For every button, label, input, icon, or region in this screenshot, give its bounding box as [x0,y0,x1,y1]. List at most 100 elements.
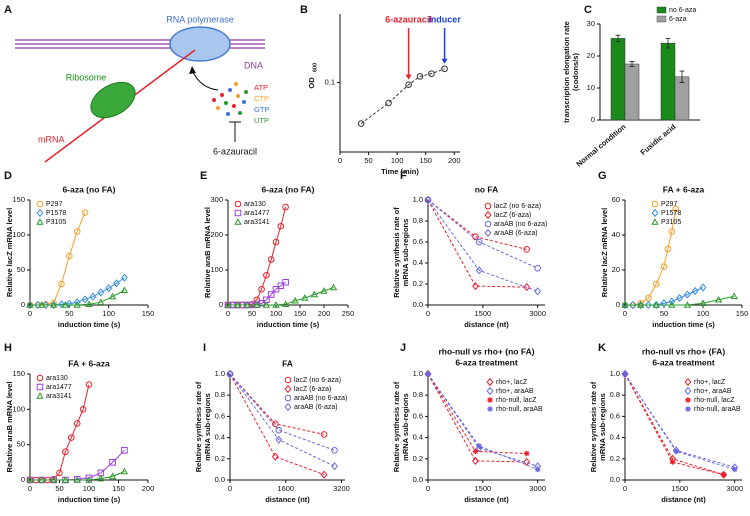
marker [645,294,652,302]
marker [271,452,279,461]
legend-label: rho-null, araAB [496,406,543,413]
panel-7: I 0.0 0.2 0.4 0.6 0.8 1.0 0 1600 3200 FA distance (… [194,342,350,504]
error-bar [629,61,635,67]
panel-letter: G [598,170,607,182]
marker [282,203,289,211]
panel-letter: B [300,4,308,16]
legend-label: P297 [661,201,677,208]
marker [664,245,672,253]
y-tick-label: 150 [12,195,25,204]
marker [660,263,668,270]
x-tick-label: 0 [28,309,32,318]
x-tick-label: 3200 [333,484,350,493]
marker [621,301,629,308]
legend-label: 6-aza [669,16,687,23]
marker [253,301,261,308]
x-tick-label: 200 [448,156,461,165]
marker [272,301,280,308]
y-tick-label: 0.0 [413,300,423,309]
error-bar [679,70,685,83]
polymerase-label: RNA polymerase [166,14,234,24]
y-tick-label: 1.0 [215,369,225,378]
mrna-label: mRNA [38,134,65,144]
marker [81,209,89,216]
x-tick-label: 50 [248,309,256,318]
marker [42,300,50,310]
x-tick-label: 150 [142,309,155,318]
panel-5: G 0 20 40 60 0 50 100 150 FA + 6-aza induction tim… [598,170,748,329]
marker [262,301,271,308]
ribosome [90,81,136,119]
marker [636,301,645,308]
marker [275,426,283,434]
marker [331,447,338,454]
marker [224,301,232,308]
y-tick-label: 0.4 [610,433,620,442]
marker [475,266,483,275]
legend-marker [484,210,492,220]
series-line [30,289,125,306]
legend-marker [484,220,492,228]
arrowhead [189,66,196,74]
y-tick-label: 100 [210,265,223,274]
y-tick-label: 1.0 [610,369,620,378]
y-axis-label: Relative synthesis rate of [392,381,401,472]
bar [624,63,640,121]
x-tick-label: 150 [294,309,307,318]
bar [660,42,676,121]
marker [699,283,707,292]
y-tick-label: 0 [591,115,595,124]
marker [282,278,289,286]
x-tick-label: 1500 [475,484,492,493]
marker [108,292,117,300]
marker [50,299,57,307]
marker [113,279,120,288]
legend-marker [36,374,44,382]
y-tick-label: 0.2 [413,454,423,463]
panel-9: K 0.0 0.2 0.4 0.6 0.8 1.0 0 1500 3000 rho-null vs … [589,342,743,504]
y-axis-label: Relative synthesis rate of [589,381,598,472]
marker [476,443,482,449]
marker [243,301,251,308]
chart-title: FA + 6-aza [68,358,110,368]
marker [441,65,448,73]
y-tick-label: 0.8 [610,390,620,399]
legend-swatch [656,15,667,23]
nucleotide-labels: ATP CTP GTP UTP [254,83,269,125]
marker [73,476,81,483]
legend-marker [487,406,493,412]
series-line [624,373,724,476]
y-axis-label: Relative araB mRNA level [203,207,212,298]
marker [676,293,684,303]
marker [85,300,93,308]
y-tick-label: 50 [17,440,25,449]
panel-letter: K [598,342,606,354]
marker [58,280,65,288]
nucleotide-label: ATP [254,83,268,92]
y-axis-label: mRNA sub-regions [598,393,607,461]
marker [714,295,723,303]
y-axis-label: Relative synthesis rate of [392,207,401,298]
series-line [625,295,735,306]
chart-title: rho-null vs rho+ (FA) [642,346,726,356]
y-tick-label: 0.6 [413,237,423,246]
marker [720,471,727,478]
marker [534,466,541,473]
x-tick-label: 200 [318,309,331,318]
legend-label: rho+, lacZ [694,379,726,386]
x-tick-label: 3000 [726,484,743,493]
x-tick-label: 0 [28,484,32,493]
panel-letter: F [400,170,407,182]
y-axis-label: transcription elongation rate [562,21,571,123]
y-tick-label: 1.0 [413,369,423,378]
legend-label: araAB (no 6-aza) [494,221,547,228]
marker [652,301,660,308]
x-tick-label: 0 [426,484,430,493]
x-tick-label: 100 [102,309,115,318]
y-tick-label: 0.4 [413,433,423,442]
panel-2: D 0 50 100 150 0 50 100 150 6-aza (no FA) inductio… [4,170,154,329]
marker [272,285,280,293]
marker [699,299,707,306]
x-tick-label: 3000 [529,484,546,493]
y-tick-label: 100 [12,230,25,239]
